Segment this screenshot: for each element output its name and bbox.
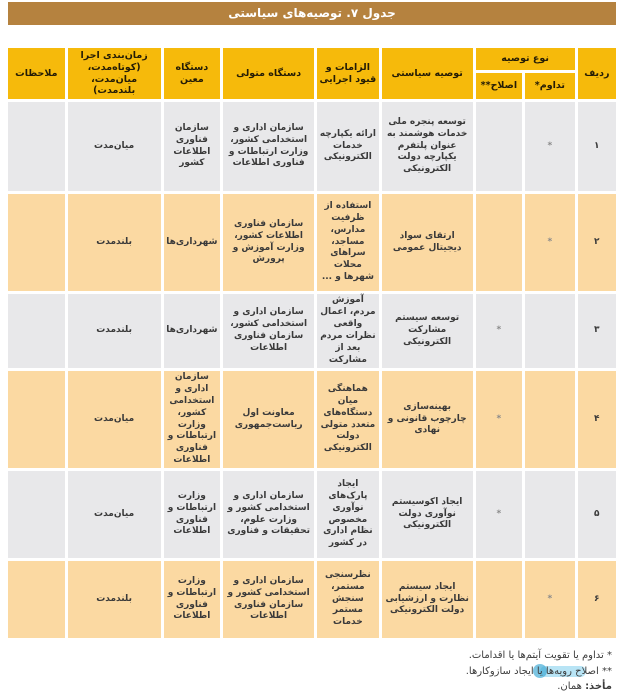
table-row: ۴ * بهینه‌سازی چارچوب قانونی و نهادی هما… [8, 371, 616, 468]
cell-requirements: استفاده از ظرفیت مدارس، مساجد، سراهای مح… [317, 194, 379, 291]
cell-notes [8, 471, 65, 558]
cell-timing: بلندمدت [67, 294, 161, 368]
table-row: ۲ * ارتقای سواد دیجیتال عمومی استفاده از… [8, 194, 616, 291]
cell-designated: سازمان اداری و استخدامی کشور، وزارت ارتب… [163, 371, 221, 468]
cell-radif: ۵ [577, 471, 616, 558]
cell-designated: وزارت ارتباطات و فناوری اطلاعات [163, 561, 221, 638]
header-custodian: دستگاه متولی [223, 48, 315, 99]
cell-policy: ارتقای سواد دیجیتال عمومی [381, 194, 473, 291]
header-timing: زمان‌بندی اجرا (کوتاه‌مدت، میان‌مدت، بلن… [67, 48, 161, 99]
source-value: همان. [557, 681, 582, 692]
cell-designated: شهرداری‌ها [163, 194, 221, 291]
cell-timing: بلندمدت [67, 194, 161, 291]
cell-reform-mark [475, 561, 523, 638]
policy-recommendations-table: ردیف نوع توصیه توصیه سیاستی الزامات و قی… [5, 45, 619, 641]
cell-radif: ۴ [577, 371, 616, 468]
watermark-icon [533, 664, 547, 678]
source-note: مأخذ: همان. [0, 679, 612, 695]
cell-notes [8, 561, 65, 638]
header-radif: ردیف [577, 48, 616, 99]
cell-custodian: معاونت اول ریاست‌جمهوری [223, 371, 315, 468]
cell-reform-mark: * [475, 471, 523, 558]
cell-custodian: سازمان اداری و استخدامی کشور و سازمان فن… [223, 561, 315, 638]
header-reform: اصلاح** [475, 73, 523, 99]
cell-notes [8, 102, 65, 191]
cell-reform-mark [475, 102, 523, 191]
cell-custodian: سازمان اداری و استخدامی کشور، سازمان فنا… [223, 294, 315, 368]
cell-policy: ایجاد سیستم نظارت و ارزشیابی دولت الکترو… [381, 561, 473, 638]
cell-policy: توسعه سیستم مشارکت الکترونیکی [381, 294, 473, 368]
cell-reform-mark: * [475, 294, 523, 368]
cell-custodian: سازمان اداری و استخدامی کشور، وزارت ارتب… [223, 102, 315, 191]
table-row: ۵ * ایجاد اکوسیستم نوآوری دولت الکترونیک… [8, 471, 616, 558]
table-title: جدول ۷. توصیه‌های سیاستی [228, 6, 396, 20]
header-requirements: الزامات و قیود اجرایی [317, 48, 379, 99]
cell-radif: ۳ [577, 294, 616, 368]
footnote-reform: ** اصلاح رویه‌ها یا ایجاد سازوکارها. [465, 665, 612, 677]
table-row: ۶ * ایجاد سیستم نظارت و ارزشیابی دولت ال… [8, 561, 616, 638]
cell-designated: سازمان فناوری اطلاعات کشور [163, 102, 221, 191]
cell-radif: ۱ [577, 102, 616, 191]
cell-timing: میان‌مدت [67, 471, 161, 558]
table-row: ۱ * توسعه پنجره ملی خدمات هوشمند به عنوا… [8, 102, 616, 191]
header-policy: توصیه سیاستی [381, 48, 473, 99]
cell-requirements: ایجاد پارک‌های نوآوری مخصوص نظام اداری د… [317, 471, 379, 558]
header-designated: دستگاه معین [163, 48, 221, 99]
footnotes: * تداوم یا تقویت آیتم‌ها یا اقدامات. ** … [0, 648, 612, 695]
cell-requirements: نظرسنجی مستمر، سنجش مستمر خدمات [317, 561, 379, 638]
cell-reform-mark: * [475, 371, 523, 468]
cell-timing: میان‌مدت [67, 102, 161, 191]
cell-timing: بلندمدت [67, 561, 161, 638]
cell-policy: ایجاد اکوسیستم نوآوری دولت الکترونیکی [381, 471, 473, 558]
cell-notes [8, 371, 65, 468]
cell-notes [8, 294, 65, 368]
cell-continuation-mark [525, 371, 575, 468]
cell-notes [8, 194, 65, 291]
cell-reform-mark [475, 194, 523, 291]
cell-policy: توسعه پنجره ملی خدمات هوشمند به عنوان پل… [381, 102, 473, 191]
header-continuation: تداوم* [525, 73, 575, 99]
table-row: ۳ * توسعه سیستم مشارکت الکترونیکی آموزش … [8, 294, 616, 368]
cell-continuation-mark [525, 294, 575, 368]
source-label: مأخذ: [585, 681, 612, 692]
table-header: ردیف نوع توصیه توصیه سیاستی الزامات و قی… [8, 48, 616, 99]
cell-continuation-mark: * [525, 102, 575, 191]
table-title-bar: جدول ۷. توصیه‌های سیاستی [8, 2, 616, 25]
cell-continuation-mark: * [525, 561, 575, 638]
cell-designated: وزارت ارتباطات و فناوری اطلاعات [163, 471, 221, 558]
cell-radif: ۲ [577, 194, 616, 291]
cell-radif: ۶ [577, 561, 616, 638]
cell-requirements: آموزش مردم، اعمال واقعی نظرات مردم بعد ا… [317, 294, 379, 368]
cell-policy: بهینه‌سازی چارچوب قانونی و نهادی [381, 371, 473, 468]
watermark-badge [540, 666, 586, 677]
cell-designated: شهرداری‌ها [163, 294, 221, 368]
cell-continuation-mark [525, 471, 575, 558]
cell-requirements: هماهنگی میان دستگاه‌های متعدد متولی دولت… [317, 371, 379, 468]
cell-continuation-mark: * [525, 194, 575, 291]
footnote-continuation: * تداوم یا تقویت آیتم‌ها یا اقدامات. [468, 650, 612, 661]
cell-custodian: سازمان فناوری اطلاعات کشور، وزارت آموزش … [223, 194, 315, 291]
header-type-group: نوع توصیه [475, 48, 575, 70]
cell-custodian: سازمان اداری و استخدامی کشور و وزارت علو… [223, 471, 315, 558]
cell-requirements: ارائه یکپارچه خدمات الکترونیکی [317, 102, 379, 191]
header-notes: ملاحظات [8, 48, 65, 99]
cell-timing: میان‌مدت [67, 371, 161, 468]
